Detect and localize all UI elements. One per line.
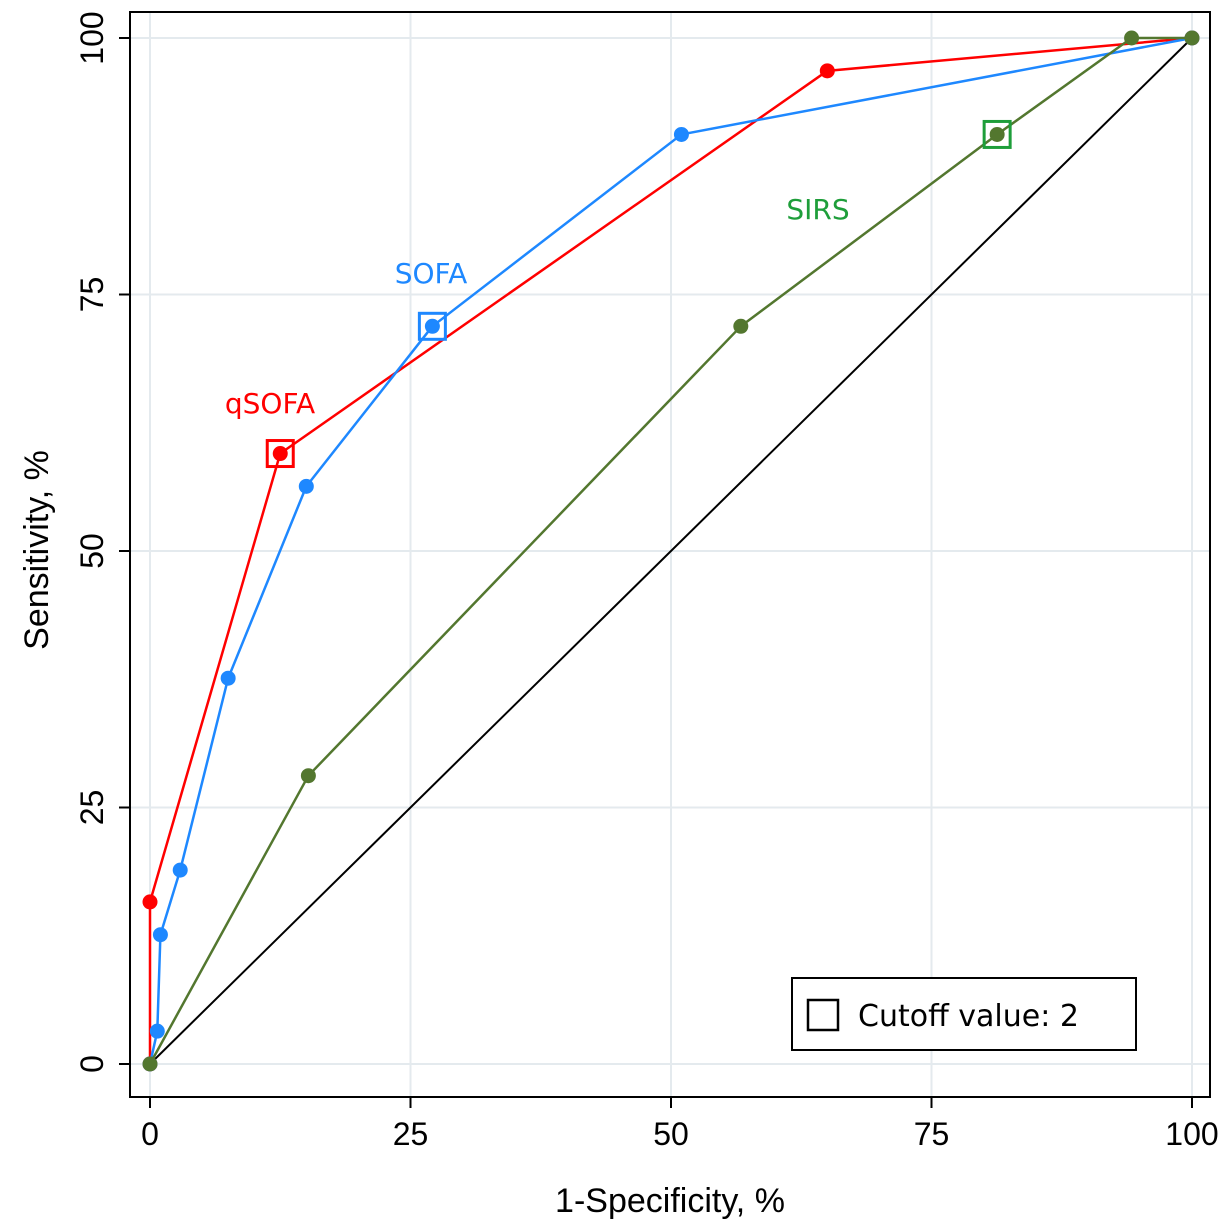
x-tick-label: 75 bbox=[914, 1116, 950, 1152]
data-point-sofa bbox=[673, 126, 689, 142]
series-line-sirs bbox=[148, 36, 1192, 1065]
data-point-sofa bbox=[424, 318, 440, 334]
series-sofa: SOFA bbox=[142, 30, 1200, 1072]
x-tick-label: 0 bbox=[141, 1116, 159, 1152]
reference-diagonal bbox=[149, 37, 1193, 1065]
data-point-sirs bbox=[989, 126, 1005, 142]
data-point-sirs bbox=[1124, 30, 1140, 46]
legend-cutoff-marker-icon bbox=[806, 998, 840, 1032]
series-label-sofa: SOFA bbox=[395, 257, 468, 290]
cutoff-marker-sofa bbox=[417, 311, 447, 341]
y-tick-label: 75 bbox=[74, 277, 110, 313]
cutoff-marker-qsofa bbox=[265, 439, 295, 469]
y-tick-label: 25 bbox=[74, 790, 110, 826]
series-label-qsofa: qSOFA bbox=[225, 387, 315, 420]
y-tick-label: 50 bbox=[74, 533, 110, 569]
data-point-sirs bbox=[733, 318, 749, 334]
grid-lines bbox=[130, 12, 1210, 1097]
data-point-sofa bbox=[149, 1023, 165, 1039]
x-tick-label: 100 bbox=[1165, 1116, 1218, 1152]
data-point-qsofa bbox=[272, 446, 288, 462]
axis-ticks: 0 25 50 75 100 0 25 50 75 100 bbox=[74, 11, 1219, 1152]
legend-label: Cutoff value: 2 bbox=[858, 999, 1079, 1034]
x-axis-title: 1-Specificity, % bbox=[555, 1182, 785, 1220]
x-tick-label: 50 bbox=[653, 1116, 689, 1152]
data-point-sofa bbox=[298, 478, 314, 494]
data-point-qsofa bbox=[819, 63, 835, 79]
data-point-sirs bbox=[1184, 30, 1200, 46]
series-label-sirs: SIRS bbox=[786, 193, 849, 226]
legend: Cutoff value: 2 bbox=[791, 977, 1137, 1051]
data-point-sofa bbox=[172, 862, 188, 878]
roc-series: qSOFA SOFA SIRS bbox=[142, 30, 1200, 1072]
legend-box bbox=[791, 977, 1137, 1051]
data-point-sirs bbox=[300, 768, 316, 784]
reference-line bbox=[149, 37, 1193, 1065]
data-point-sofa bbox=[220, 670, 236, 686]
series-sirs: SIRS bbox=[142, 30, 1200, 1072]
series-qsofa: qSOFA bbox=[142, 30, 1200, 1072]
data-point-sirs bbox=[142, 1056, 158, 1072]
y-tick-label: 100 bbox=[74, 11, 110, 64]
y-tick-label: 0 bbox=[74, 1055, 110, 1073]
data-point-qsofa bbox=[142, 894, 158, 910]
data-point-sofa bbox=[152, 927, 168, 943]
y-axis-title: Sensitivity, % bbox=[18, 450, 56, 650]
x-tick-label: 25 bbox=[393, 1116, 429, 1152]
cutoff-marker-sirs bbox=[982, 119, 1012, 149]
